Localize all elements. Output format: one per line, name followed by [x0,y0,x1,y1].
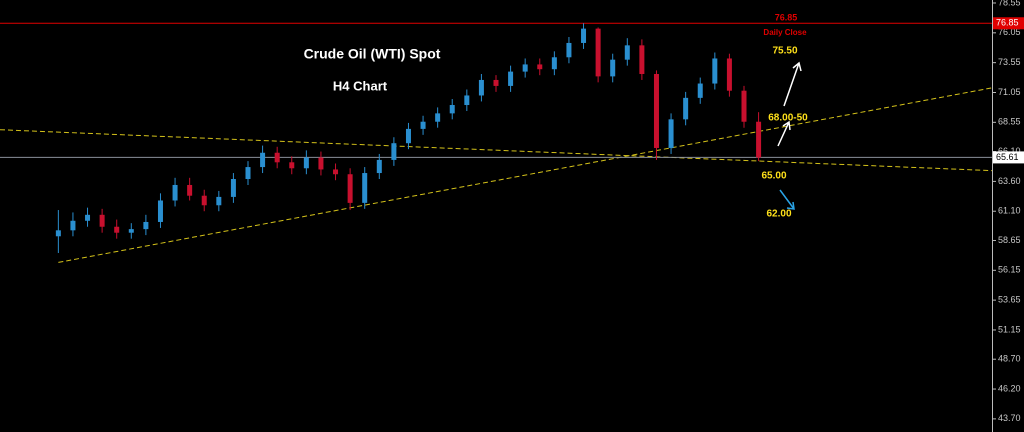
candle-body [639,45,645,74]
candle-body [201,195,207,206]
candle-body [114,226,120,233]
level-annotation: 76.85 [775,12,798,22]
candle-body [522,64,528,72]
candle-body [712,58,718,84]
y-tick-label: 58.65 [998,235,1021,245]
chart-subtitle: H4 Chart [333,78,388,93]
candle-body [128,229,134,233]
chart-title: Crude Oil (WTI) Spot [304,46,441,62]
plot [0,22,993,263]
trendline [58,87,993,263]
candle-body [595,28,601,77]
candle-body [420,121,426,129]
candle-body [55,230,61,237]
candle-body [230,179,236,197]
y-tick-label: 56.15 [998,265,1021,275]
candle-body [172,184,178,201]
arrow-up [777,120,791,147]
candle-body [245,167,251,180]
y-tick-label: 53.65 [998,295,1021,305]
y-tick-label: 51.15 [998,324,1021,334]
candle-body [318,157,324,170]
target-up-label: 75.50 [772,46,797,57]
candle-body [756,121,762,158]
candle-body [99,214,105,227]
candle-body [508,71,514,86]
y-tick-label: 78.55 [998,0,1021,7]
candle-body [333,169,339,175]
candle-body [449,105,455,114]
daily-close-label: Daily Close [763,28,807,37]
candle-body [289,162,295,169]
candle-body [537,64,543,70]
candle-body [376,159,382,174]
candle-body [143,221,149,230]
arrow-down [779,189,795,210]
price-level-label: 65.61 [996,152,1019,162]
y-tick-label: 61.10 [998,206,1021,216]
target-down-label: 62.00 [766,209,791,220]
y-tick-label: 73.55 [998,57,1021,67]
candle-body [70,220,76,231]
price-level-label: 76.85 [996,18,1019,28]
candle-body [157,200,163,222]
candle-body [391,143,397,160]
price-level-box [993,151,1024,164]
candle-body [653,73,659,148]
candle-body [683,97,689,120]
candle-body [435,113,441,122]
candle-body [493,79,499,86]
candle-body [624,45,630,60]
y-tick-label: 48.70 [998,354,1021,364]
candle-body [260,152,266,168]
y-tick-label: 46.20 [998,383,1021,393]
candle-body [464,95,470,106]
candle-body [581,28,587,43]
candle-body [668,119,674,148]
candle-body [303,157,309,169]
y-tick-label: 63.60 [998,176,1021,186]
candle-body [610,59,616,77]
y-tick-label: 76.05 [998,27,1021,37]
arrows [777,61,802,147]
candle-body [362,173,368,203]
y-tick-label: 43.70 [998,413,1021,423]
y-tick-label: 68.55 [998,117,1021,127]
candle-body [551,57,557,70]
y-tick-label: 71.05 [998,87,1021,97]
candle-body [741,90,747,122]
arrow-up [783,61,802,107]
resistance-label: 68.00-50 [768,113,808,124]
candle-body [566,42,572,58]
candle-body [347,174,353,203]
candle-body [187,184,193,196]
candle-body [85,214,91,221]
y-tick-label: 66.10 [998,146,1021,156]
price-level-box [993,17,1024,30]
candle-body [405,128,411,144]
candle-body [697,83,703,98]
candle-body [478,79,484,96]
candle-body [216,196,222,206]
support-label: 65.00 [761,171,786,182]
candle-body [726,58,732,91]
candle-body [274,152,280,163]
trendline [0,129,993,172]
